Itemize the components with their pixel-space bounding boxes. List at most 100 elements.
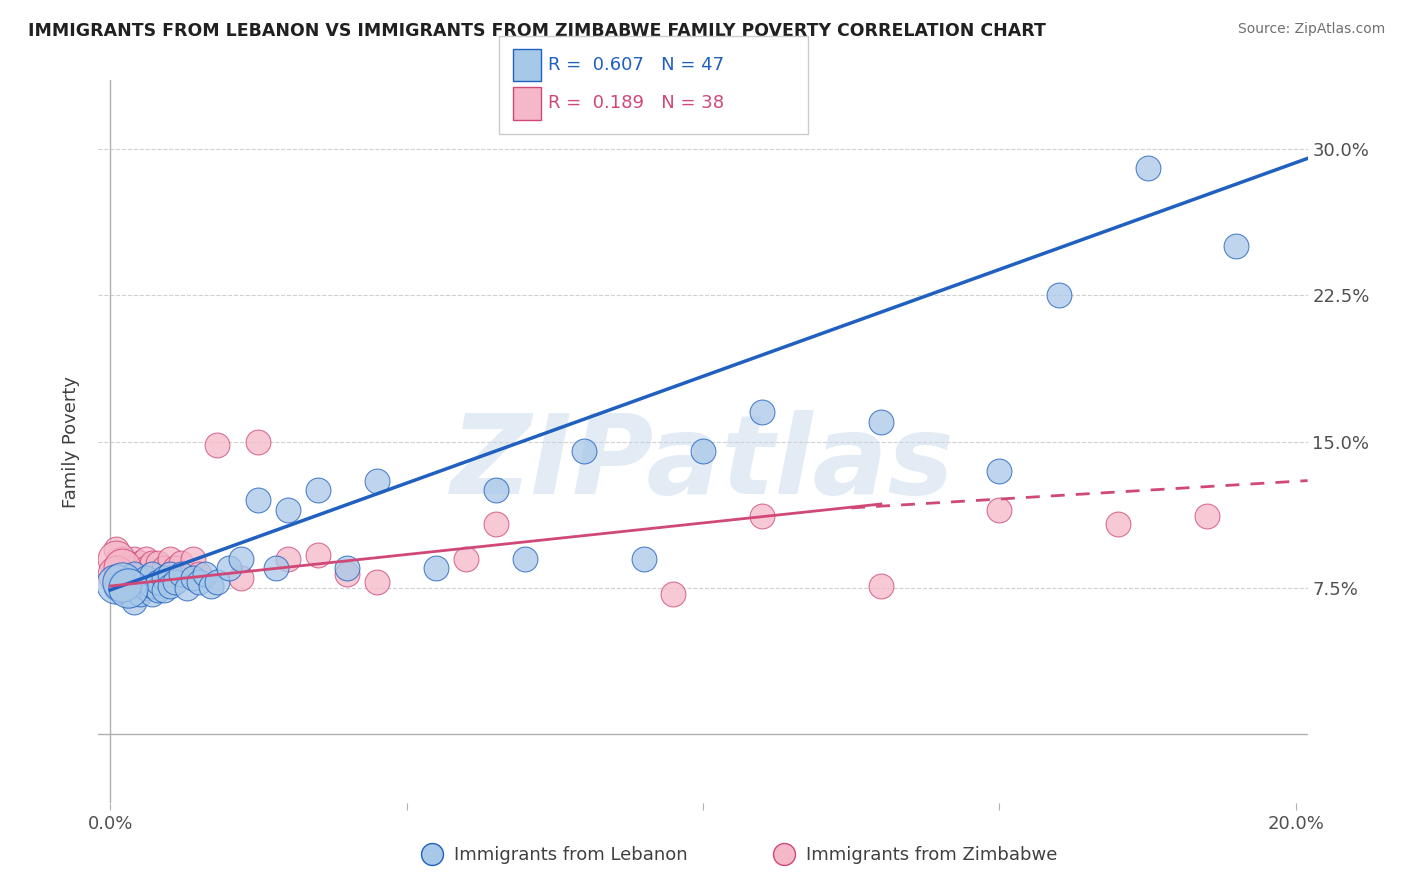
Point [159,579,181,593]
Point [135,551,157,566]
Point [105,541,128,556]
Point [111,551,134,566]
Point [1047,288,1070,302]
Point [869,579,891,593]
Point [1107,516,1129,531]
Point [111,559,134,574]
Point [105,561,128,575]
Point [751,405,773,419]
Point [692,444,714,458]
Point [247,493,270,508]
Point [336,567,359,582]
Point [117,571,139,585]
Point [751,508,773,523]
Point [111,575,134,590]
Point [773,847,796,862]
Y-axis label: Family Poverty: Family Poverty [62,376,80,508]
Point [229,571,252,585]
Point [165,575,187,590]
Point [662,587,685,601]
Point [366,474,388,488]
Point [188,567,211,582]
Point [229,551,252,566]
Point [165,561,187,575]
Text: Immigrants from Lebanon: Immigrants from Lebanon [454,846,688,863]
Point [264,561,287,575]
Point [135,561,157,575]
Point [105,567,128,582]
Point [129,579,152,593]
Point [129,567,152,582]
Point [141,567,163,582]
Point [122,551,145,566]
Point [422,847,444,862]
Point [181,571,204,585]
Point [205,438,228,452]
Point [484,516,506,531]
Point [277,503,299,517]
Point [1195,508,1218,523]
Point [111,567,134,582]
Text: R =  0.189   N = 38: R = 0.189 N = 38 [548,95,724,112]
Point [129,587,152,601]
Point [176,581,198,595]
Point [122,567,145,582]
Text: Source: ZipAtlas.com: Source: ZipAtlas.com [1237,22,1385,37]
Point [188,575,211,590]
Point [146,556,169,570]
Point [117,581,139,595]
Point [146,579,169,593]
Point [988,464,1011,478]
Point [141,579,163,593]
Point [484,483,506,498]
Text: ZIPatlas: ZIPatlas [451,409,955,516]
Point [141,587,163,601]
Point [366,575,388,590]
Point [141,567,163,582]
Point [1225,239,1247,253]
Point [152,561,174,575]
Point [105,581,128,595]
Point [425,561,447,575]
Point [170,567,193,582]
Point [146,582,169,597]
Point [307,548,329,562]
Point [111,575,134,590]
Point [135,581,157,595]
Point [194,567,217,582]
Point [277,551,299,566]
Point [988,503,1011,517]
Point [105,551,128,566]
Text: Immigrants from Zimbabwe: Immigrants from Zimbabwe [806,846,1057,863]
Point [159,567,181,582]
Point [141,556,163,570]
Point [247,434,270,449]
Point [515,551,537,566]
Point [200,579,222,593]
Point [176,567,198,582]
Point [170,556,193,570]
Text: R =  0.607   N = 47: R = 0.607 N = 47 [548,56,724,74]
Point [869,415,891,429]
Point [574,444,596,458]
Point [336,561,359,575]
Point [117,561,139,575]
Point [129,556,152,570]
Point [159,551,181,566]
Point [205,575,228,590]
Point [146,575,169,590]
Point [1136,161,1159,176]
Text: IMMIGRANTS FROM LEBANON VS IMMIGRANTS FROM ZIMBABWE FAMILY POVERTY CORRELATION C: IMMIGRANTS FROM LEBANON VS IMMIGRANTS FR… [28,22,1046,40]
Point [152,571,174,585]
Point [159,567,181,582]
Point [122,595,145,609]
Point [181,551,204,566]
Point [117,587,139,601]
Point [105,577,128,591]
Point [633,551,655,566]
Point [117,575,139,590]
Point [454,551,477,566]
Point [218,561,240,575]
Point [307,483,329,498]
Point [152,582,174,597]
